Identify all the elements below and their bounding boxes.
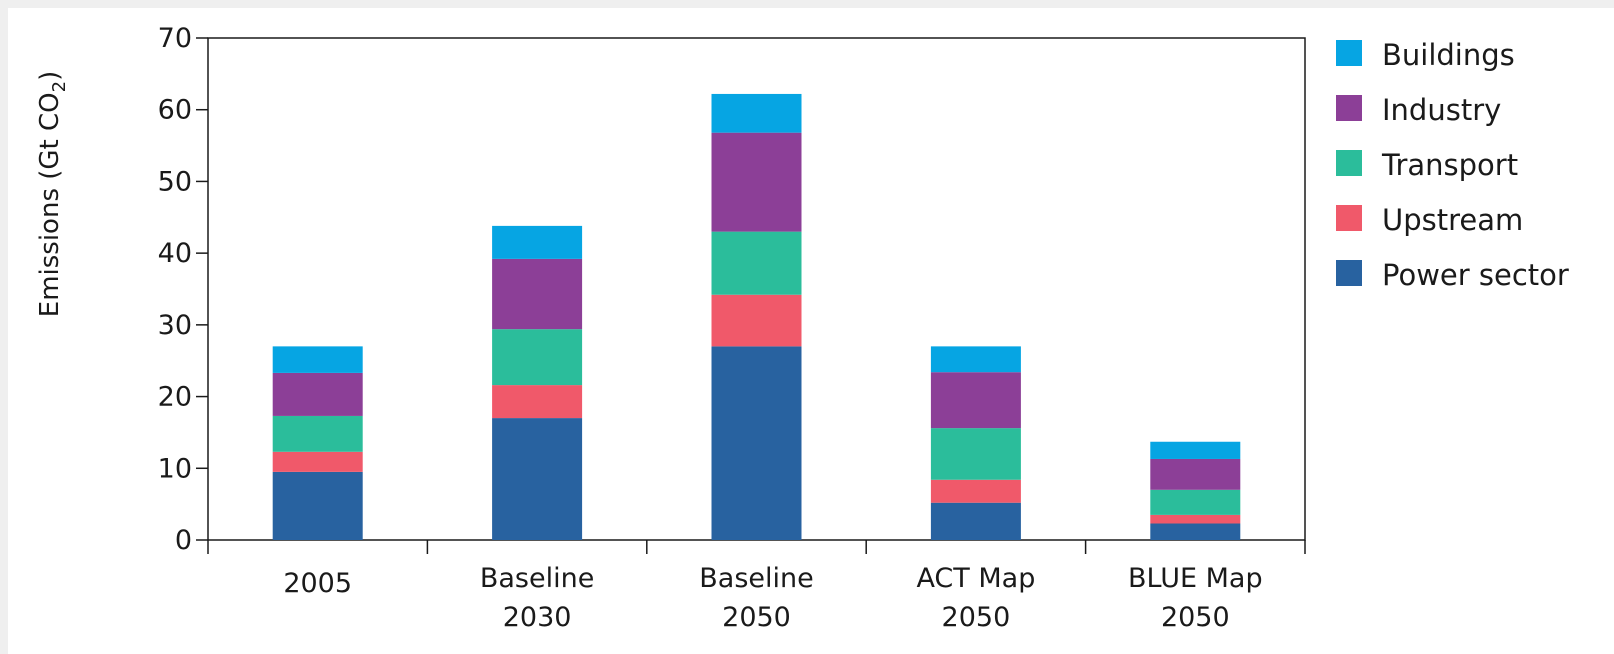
bar-segment-power-sector [272, 471, 363, 540]
bar-segment-upstream [930, 479, 1021, 503]
y-tick-label: 50 [158, 166, 192, 197]
category-label: Baseline 2030 [480, 563, 594, 633]
category-label: ACT Map 2050 [916, 563, 1035, 633]
bar-segment-upstream [711, 294, 802, 347]
bar-segment-buildings [711, 93, 802, 133]
category-label-line: 2030 [503, 602, 572, 633]
bar-segment-upstream [272, 451, 363, 472]
legend-swatch [1336, 260, 1362, 286]
legend-swatch [1336, 205, 1362, 231]
legend-label: Transport [1381, 148, 1518, 182]
bar-segment-industry [711, 132, 802, 232]
category-label-line: 2050 [722, 602, 791, 633]
bar-segment-power-sector [1150, 523, 1241, 540]
bar-stack [492, 225, 583, 540]
bar-stack [272, 346, 363, 540]
bar-segment-upstream [492, 385, 583, 419]
y-tick-label: 10 [158, 453, 192, 484]
bar-segment-transport [272, 415, 363, 452]
legend-label: Power sector [1382, 258, 1569, 292]
category-label: BLUE Map 2050 [1128, 563, 1263, 633]
legend-swatch [1336, 95, 1362, 121]
bar-segment-transport [711, 231, 802, 295]
bar-segment-industry [492, 258, 583, 330]
category-label-line: 2050 [1161, 602, 1230, 633]
bar-segment-buildings [1150, 441, 1241, 459]
legend: Buildings Industry Transport Upstream Power … [1336, 38, 1569, 292]
bar-segment-buildings [272, 346, 363, 373]
bar-segment-industry [930, 372, 1021, 429]
legend-swatch [1336, 150, 1362, 176]
bar-segment-transport [492, 329, 583, 386]
bar-segment-transport [1150, 489, 1241, 515]
legend-label: Buildings [1382, 38, 1515, 72]
category-label: Baseline 2050 [699, 563, 813, 633]
y-tick-label: 0 [175, 525, 192, 556]
y-axis-title-subscript: 2 [49, 81, 70, 92]
category-label-line: BLUE Map [1128, 563, 1263, 594]
y-tick-label: 20 [158, 382, 192, 413]
bar-segment-buildings [930, 346, 1021, 373]
y-tick-label: 70 [158, 23, 192, 54]
category-label-line: Baseline [699, 563, 813, 594]
y-axis: 0 10 20 30 40 50 60 70 [158, 23, 208, 556]
y-tick-label: 40 [158, 238, 192, 269]
category-label-line: ACT Map [916, 563, 1035, 594]
bar-segment-buildings [492, 225, 583, 259]
category-label: 2005 [283, 568, 352, 599]
y-tick-label: 60 [158, 95, 192, 126]
legend-label: Industry [1382, 93, 1501, 127]
bar-stack [711, 93, 802, 540]
bar-segment-power-sector [711, 346, 802, 540]
category-label-line: Baseline [480, 563, 594, 594]
y-axis-title-main: Emissions (Gt CO [35, 92, 65, 317]
chart-container: 0 10 20 30 40 50 60 70 2005 Baseline 2030 Baseline… [8, 8, 1614, 654]
legend-swatch [1336, 40, 1362, 66]
y-axis-title: Emissions (Gt CO2) [35, 71, 70, 317]
y-tick-label: 30 [158, 310, 192, 341]
category-label-line: 2005 [283, 568, 352, 599]
bar-stack [1150, 441, 1241, 540]
bar-segment-industry [1150, 458, 1241, 490]
bars [272, 93, 1241, 540]
bar-segment-power-sector [492, 418, 583, 540]
bar-stack [930, 346, 1021, 540]
bar-segment-power-sector [930, 502, 1021, 540]
legend-label: Upstream [1382, 203, 1523, 237]
category-label-line: 2050 [942, 602, 1011, 633]
bar-segment-transport [930, 428, 1021, 480]
bar-segment-industry [272, 372, 363, 416]
y-axis-title-close: ) [35, 71, 65, 81]
bar-segment-upstream [1150, 514, 1241, 524]
